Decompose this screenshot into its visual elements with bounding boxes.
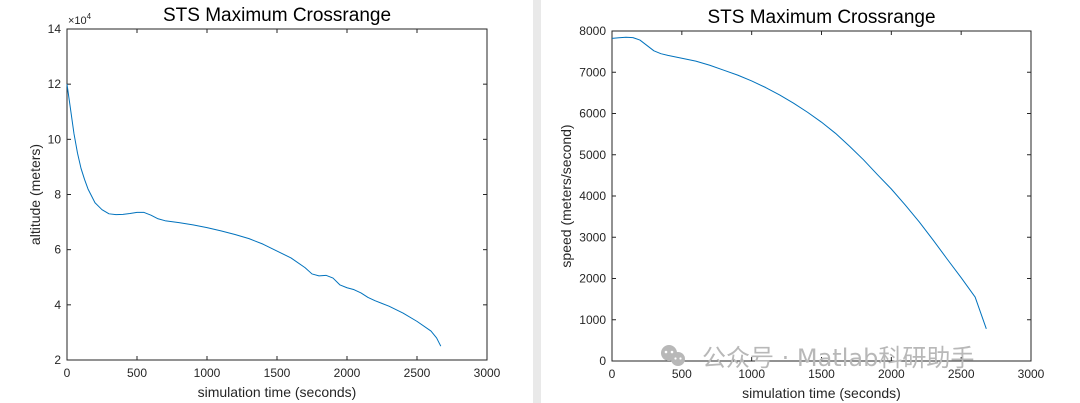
wechat-icon (661, 345, 685, 366)
watermark: 公众号 · Matlab科研助手 (661, 344, 974, 372)
speed-x-tick-label: 0 (609, 367, 616, 381)
speed-y-tick-label: 6000 (579, 107, 606, 121)
speed-axes-box (611, 30, 1032, 362)
altitude-x-tick-label: 2500 (404, 366, 431, 380)
speed-chart-title: STS Maximum Crossrange (707, 7, 935, 28)
speed-x-axis-label: simulation time (seconds) (742, 385, 901, 401)
altitude-y-tick-label: 4 (54, 298, 61, 312)
speed-series-line (611, 36, 987, 329)
speed-x-tick-label: 2500 (948, 367, 975, 381)
altitude-x-tick-label: 500 (127, 366, 147, 380)
watermark-text: 公众号 · Matlab科研助手 (702, 344, 974, 372)
speed-x-tick-label: 1000 (738, 367, 765, 381)
altitude-x-tick-label: 3000 (474, 366, 501, 380)
altitude-exponent-label: ×104 (68, 12, 92, 27)
altitude-chart: STS Maximum Crossrange 0 500 1000 1500 2000 2… (27, 5, 501, 400)
altitude-y-tick-label: 10 (48, 132, 62, 146)
speed-y-tick-label: 8000 (579, 24, 606, 38)
speed-y-tick-label: 1000 (579, 313, 606, 327)
speed-y-tick-label: 7000 (579, 65, 606, 79)
speed-ticks: 0 500 1000 1500 2000 2500 3000 0 1000 2000 3000 400… (579, 24, 1044, 381)
altitude-y-axis-label: altitude (meters) (27, 144, 43, 245)
speed-y-tick-label: 3000 (579, 230, 606, 244)
speed-y-tick-label: 2000 (579, 272, 606, 286)
speed-chart: STS Maximum Crossrange 0 500 1000 1500 2000 2… (558, 7, 1045, 401)
altitude-x-tick-label: 0 (64, 366, 71, 380)
altitude-y-tick-label: 2 (54, 353, 61, 367)
altitude-chart-title: STS Maximum Crossrange (163, 5, 391, 26)
speed-y-axis-label: speed (meters/second) (558, 124, 574, 267)
speed-x-tick-label: 1500 (808, 367, 835, 381)
altitude-x-tick-label: 2000 (334, 366, 361, 380)
speed-x-tick-label: 3000 (1018, 367, 1045, 381)
altitude-x-axis-label: simulation time (seconds) (198, 384, 357, 400)
altitude-y-tick-label: 8 (54, 188, 61, 202)
altitude-y-tick-label: 12 (48, 77, 62, 91)
figure-divider (533, 0, 541, 403)
speed-y-tick-label: 0 (599, 354, 606, 368)
altitude-axes-box (66, 28, 488, 361)
altitude-series-line (66, 84, 442, 347)
speed-x-tick-label: 500 (672, 367, 692, 381)
speed-x-tick-label: 2000 (878, 367, 905, 381)
altitude-x-tick-label: 1500 (264, 366, 291, 380)
altitude-y-tick-label: 6 (54, 243, 61, 257)
altitude-ticks: 0 500 1000 1500 2000 2500 3000 2 4 6 8 10 12 14 (48, 22, 501, 380)
speed-y-tick-label: 5000 (579, 148, 606, 162)
speed-y-tick-label: 4000 (579, 189, 606, 203)
altitude-y-tick-label: 14 (48, 22, 62, 36)
altitude-x-tick-label: 1000 (194, 366, 221, 380)
